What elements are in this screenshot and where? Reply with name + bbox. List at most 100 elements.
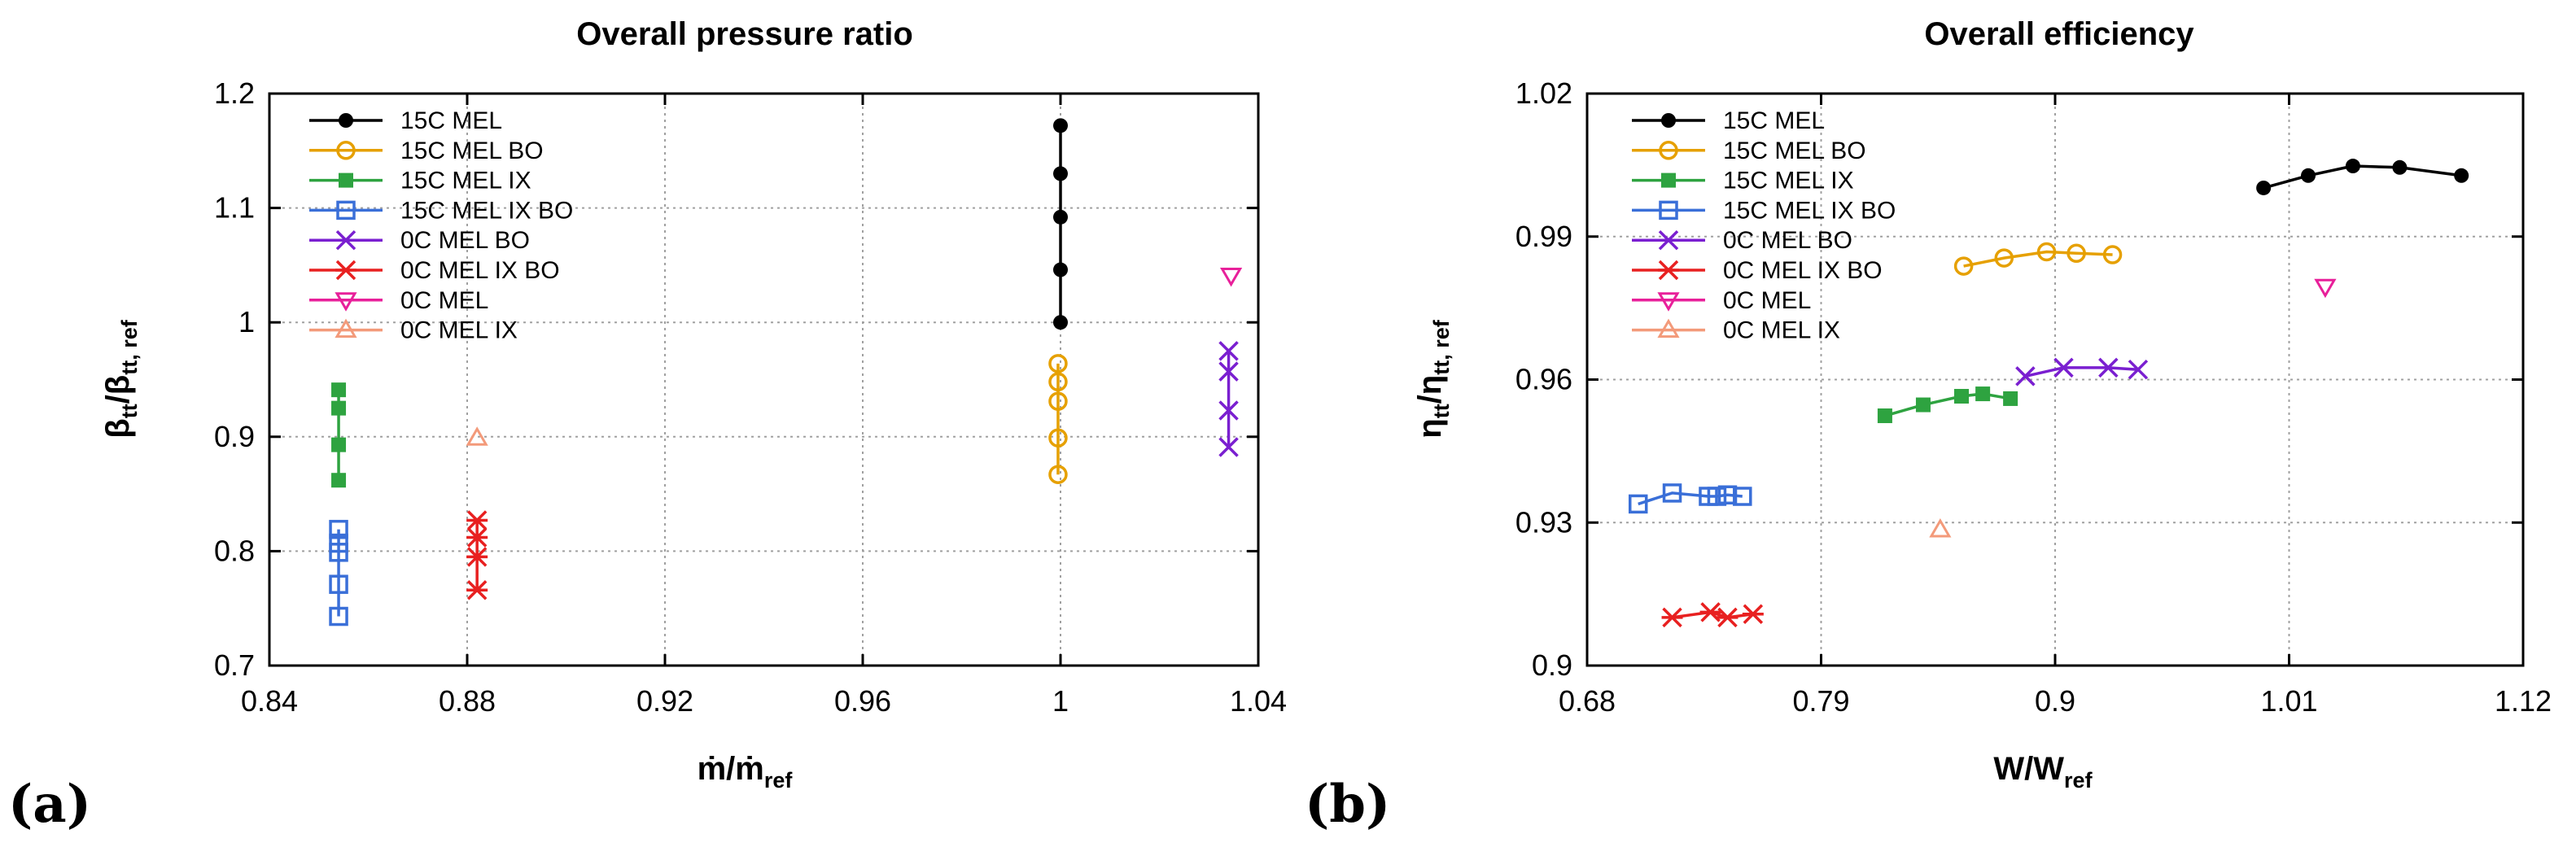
x-tick-label: 1.01 bbox=[2260, 684, 2317, 718]
series-line bbox=[2263, 164, 2462, 190]
x-axis-label-sub: ref bbox=[764, 768, 794, 792]
x-tick-label: 1.12 bbox=[2495, 684, 2552, 718]
y-tick-label: 1.2 bbox=[214, 76, 255, 110]
data-point bbox=[2102, 245, 2123, 264]
data-point bbox=[2256, 180, 2272, 195]
legend-label: 15C MEL IX BO bbox=[1723, 197, 1896, 224]
y-tick-label: 0.9 bbox=[1532, 648, 1572, 682]
data-point bbox=[1657, 318, 1680, 338]
data-point bbox=[1053, 209, 1068, 225]
data-point bbox=[2098, 357, 2119, 378]
series-0c-mel bbox=[2314, 278, 2337, 299]
series-line bbox=[1672, 610, 1754, 619]
data-point bbox=[335, 292, 357, 312]
legend-label: 0C MEL IX BO bbox=[400, 257, 560, 284]
data-point bbox=[1053, 118, 1068, 133]
series-0c-mel-bo bbox=[1218, 341, 1239, 457]
legend-label: 15C MEL BO bbox=[1723, 138, 1866, 164]
legend-label: 0C MEL bbox=[400, 287, 488, 314]
data-point bbox=[331, 400, 347, 416]
data-point bbox=[336, 141, 356, 160]
data-point bbox=[329, 519, 348, 539]
data-point bbox=[1218, 400, 1239, 421]
data-point bbox=[1657, 292, 1680, 312]
data-point bbox=[2128, 359, 2149, 380]
x-tick-label: 0.96 bbox=[834, 684, 891, 718]
data-point bbox=[2053, 357, 2074, 378]
data-point bbox=[335, 229, 356, 251]
data-point bbox=[336, 200, 356, 220]
data-point bbox=[1915, 397, 1931, 413]
data-point bbox=[1699, 602, 1721, 622]
legend-label: 15C MEL IX bbox=[1723, 168, 1854, 194]
data-point bbox=[339, 113, 353, 128]
data-point bbox=[1659, 141, 1678, 160]
legend-label: 0C MEL IX bbox=[1723, 317, 1840, 344]
data-point bbox=[329, 574, 348, 594]
legend-label: 0C MEL IX BO bbox=[1723, 257, 1883, 284]
data-point bbox=[2066, 243, 2086, 264]
data-point bbox=[1628, 494, 1648, 514]
data-point bbox=[329, 606, 348, 627]
x-axis-label-sub: ref bbox=[2064, 768, 2093, 792]
legend-label: 15C MEL BO bbox=[400, 138, 544, 164]
x-axis-label-main: ṁ/ṁ bbox=[698, 751, 764, 787]
data-point bbox=[331, 437, 347, 452]
y-axis-label-sub2: tt, ref bbox=[1429, 319, 1454, 375]
data-point bbox=[2392, 159, 2408, 175]
data-point bbox=[1975, 386, 1991, 402]
y-axis-label-sub2: tt, ref bbox=[117, 319, 142, 375]
data-point bbox=[1658, 260, 1679, 281]
legend-label: 0C MEL bbox=[1723, 287, 1811, 314]
series-line bbox=[1963, 250, 2113, 268]
data-point bbox=[1048, 391, 1068, 411]
data-point bbox=[331, 382, 347, 398]
legend-label: 15C MEL IX bbox=[400, 168, 531, 194]
data-point bbox=[1707, 487, 1727, 506]
chart-efficiency: 0.68 0.79 0.9 1.01 1.12 0.9 0.93 0.96 0.99 1.02 Ov… bbox=[1305, 16, 2552, 835]
y-tick-label: 0.7 bbox=[214, 648, 255, 682]
data-point bbox=[335, 318, 357, 338]
data-point bbox=[331, 473, 347, 488]
series-15c-mel-ix bbox=[331, 382, 347, 488]
y-axis-label-sub: tt bbox=[1429, 404, 1454, 418]
data-point bbox=[1661, 607, 1683, 628]
data-point bbox=[1658, 229, 1679, 251]
chart-title: Overall efficiency bbox=[1924, 16, 2194, 52]
x-tick-label: 0.9 bbox=[2035, 684, 2075, 718]
data-point bbox=[1659, 200, 1678, 220]
y-axis-label-sub: tt bbox=[117, 404, 142, 418]
data-point bbox=[1048, 428, 1068, 448]
y-tick-label: 0.99 bbox=[1515, 220, 1572, 253]
y-tick-label: 0.96 bbox=[1515, 363, 1572, 396]
series-0c-mel-ix-bo bbox=[466, 510, 488, 600]
data-point bbox=[1053, 262, 1068, 277]
data-point bbox=[1733, 487, 1752, 506]
series-0c-mel-ix bbox=[1929, 518, 1952, 538]
data-point bbox=[2454, 168, 2469, 183]
data-point bbox=[1953, 256, 1974, 276]
data-point bbox=[1661, 172, 1676, 188]
x-tick-label: 0.84 bbox=[241, 684, 298, 718]
data-point bbox=[466, 426, 488, 446]
legend-label: 15C MEL bbox=[400, 107, 502, 134]
data-point bbox=[2345, 159, 2360, 174]
data-point bbox=[1994, 248, 2014, 268]
y-axis-label-mid: /β bbox=[100, 375, 136, 404]
data-point bbox=[1048, 354, 1068, 373]
chart-pressure-ratio: 0.84 0.88 0.92 0.96 1 1.04 0.7 0.8 0.9 1 1.1 1.2 Ove… bbox=[8, 16, 1287, 835]
y-axis-label: βtt/βtt, ref bbox=[100, 319, 142, 438]
data-point bbox=[1048, 372, 1068, 392]
data-point bbox=[466, 527, 488, 548]
data-point bbox=[1048, 465, 1068, 484]
y-axis-label-main: η bbox=[1412, 418, 1448, 438]
x-axis-label: ṁ/ṁref bbox=[698, 751, 794, 792]
panel-label: (a) bbox=[8, 774, 91, 835]
series-15c-mel-ix-bo bbox=[329, 519, 348, 627]
data-point bbox=[466, 579, 488, 600]
legend: 15C MEL 15C MEL BO 15C MEL IX 15C MEL IX BO… bbox=[1632, 107, 1896, 344]
data-point bbox=[1742, 604, 1764, 624]
plot-frame bbox=[268, 92, 1260, 667]
y-tick-label: 1.1 bbox=[214, 191, 255, 225]
